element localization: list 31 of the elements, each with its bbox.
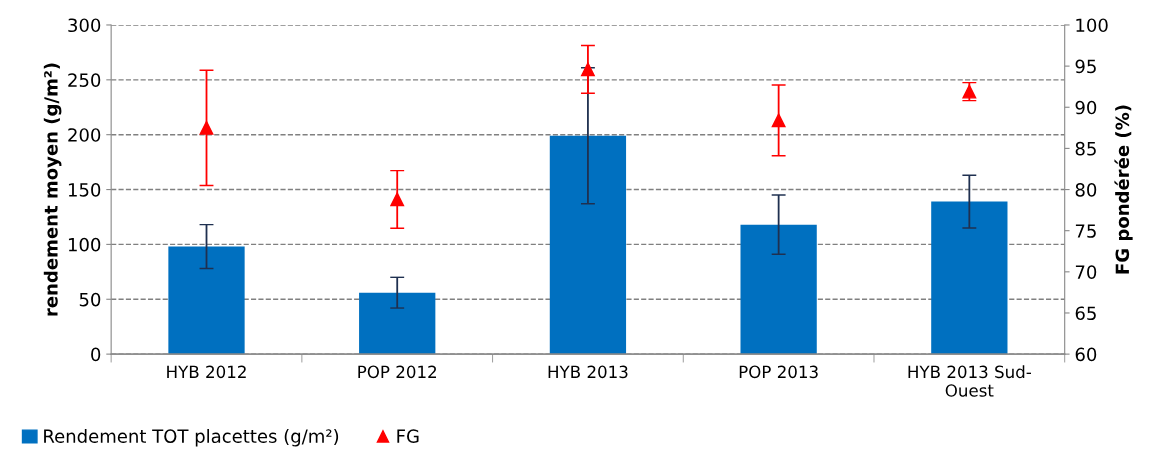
y2-tick-label: 80 <box>1075 183 1097 197</box>
y2-axis-title: FG pondérée (%) <box>1114 105 1133 274</box>
x-tick-label: POP 2013 <box>739 365 818 379</box>
y2-tick-label: 85 <box>1075 141 1096 156</box>
y2-tick-label: 65 <box>1075 306 1096 321</box>
y2-tick-label: 100 <box>1076 18 1108 33</box>
bar <box>549 135 627 355</box>
x-tick-label: POP 2012 <box>358 365 437 379</box>
y2-tick-label: 90 <box>1075 100 1097 115</box>
x-tick-label: HYB 2013 Sud- Ouest <box>908 365 1031 397</box>
bar <box>359 292 436 355</box>
y2-tick-label: 70 <box>1075 265 1097 279</box>
bar <box>168 246 245 355</box>
y-tick-label: 150 <box>68 183 101 197</box>
y2-tick-label: 75 <box>1075 224 1096 238</box>
y-tick-label: 300 <box>68 18 101 33</box>
bar <box>740 224 817 355</box>
bar <box>931 201 1008 355</box>
x-tick-label: HYB 2012 <box>167 365 246 379</box>
point <box>199 120 214 135</box>
y-axis-title: rendement moyen (g/m²) <box>43 63 62 316</box>
y-tick-label: 100 <box>68 237 101 252</box>
y-tick-label: 250 <box>68 73 101 87</box>
y-tick-label: 50 <box>79 292 101 307</box>
y2-tick-label: 60 <box>1075 347 1097 362</box>
legend-label: FG <box>397 429 419 443</box>
y2-tick-label: 95 <box>1075 59 1096 74</box>
y-tick-label: 200 <box>68 128 101 142</box>
x-tick-label: HYB 2013 <box>548 365 628 379</box>
legend-label: Rendement TOT placettes (g/m²) <box>44 429 339 447</box>
y-tick-label: 0 <box>91 347 101 362</box>
